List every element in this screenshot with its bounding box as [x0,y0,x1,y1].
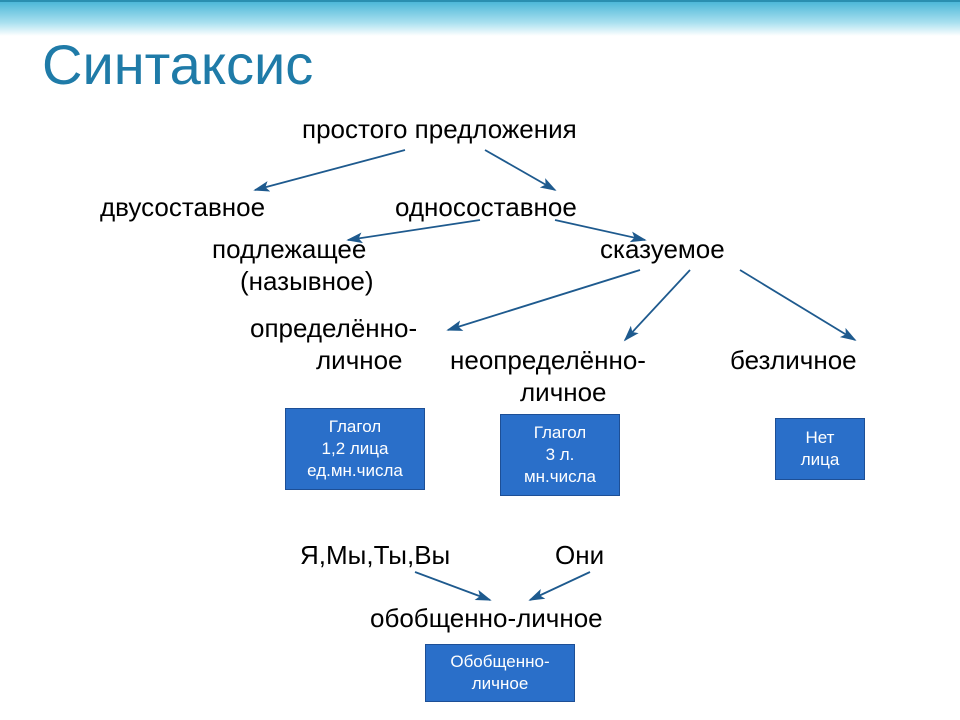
node-podlezhashchee: подлежащее [212,234,366,265]
box3-line2: лица [801,449,840,471]
arrow [348,220,480,240]
box3-line1: Нет [806,427,835,449]
node-bezlichnoe: безличное [730,345,857,376]
box2-line2: 3 л. [546,444,575,466]
box-net-litsa: Нет лица [775,418,865,480]
box2-line3: мн.числа [524,466,596,488]
arrow [530,572,590,600]
node-odnosostavnoe: односоставное [395,192,577,223]
box-glagol-12: Глагол 1,2 лица ед.мн.числа [285,408,425,490]
subtitle: простого предложения [302,114,577,145]
arrow [255,150,405,190]
arrow [415,572,490,600]
header-band [0,0,960,36]
node-opredelenno-2: личное [316,345,403,376]
box1-line3: ед.мн.числа [307,460,403,482]
node-obobshchenno: обобщенно-личное [370,603,603,634]
node-ya-my-ty-vy: Я,Мы,Ты,Вы [300,540,450,571]
box-obobshchenno: Обобщенно- личное [425,644,575,702]
arrow [448,270,640,330]
page-title: Синтаксис [42,32,313,97]
node-neopredelenno-1: неопределённо- [450,345,646,376]
box4-line1: Обобщенно- [450,651,549,673]
node-opredelenno-1: определённо- [250,313,417,344]
arrow [485,150,555,190]
node-oni: Они [555,540,604,571]
node-neopredelenno-2: личное [520,377,607,408]
arrow [625,270,690,340]
box-glagol-3: Глагол 3 л. мн.числа [500,414,620,496]
box2-line1: Глагол [534,422,586,444]
box4-line2: личное [472,673,529,695]
node-nazyvnoe: (назывное) [240,266,374,297]
box1-line2: 1,2 лица [322,438,389,460]
arrow [740,270,855,340]
box1-line1: Глагол [329,416,381,438]
node-dvusostavnoe: двусоставное [100,192,265,223]
node-skazuemoe: сказуемое [600,234,725,265]
